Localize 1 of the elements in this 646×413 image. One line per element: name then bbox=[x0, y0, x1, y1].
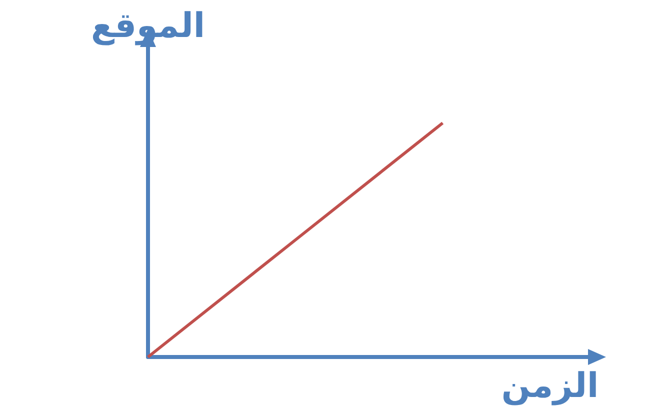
x-axis-title: الزمن bbox=[501, 366, 599, 406]
